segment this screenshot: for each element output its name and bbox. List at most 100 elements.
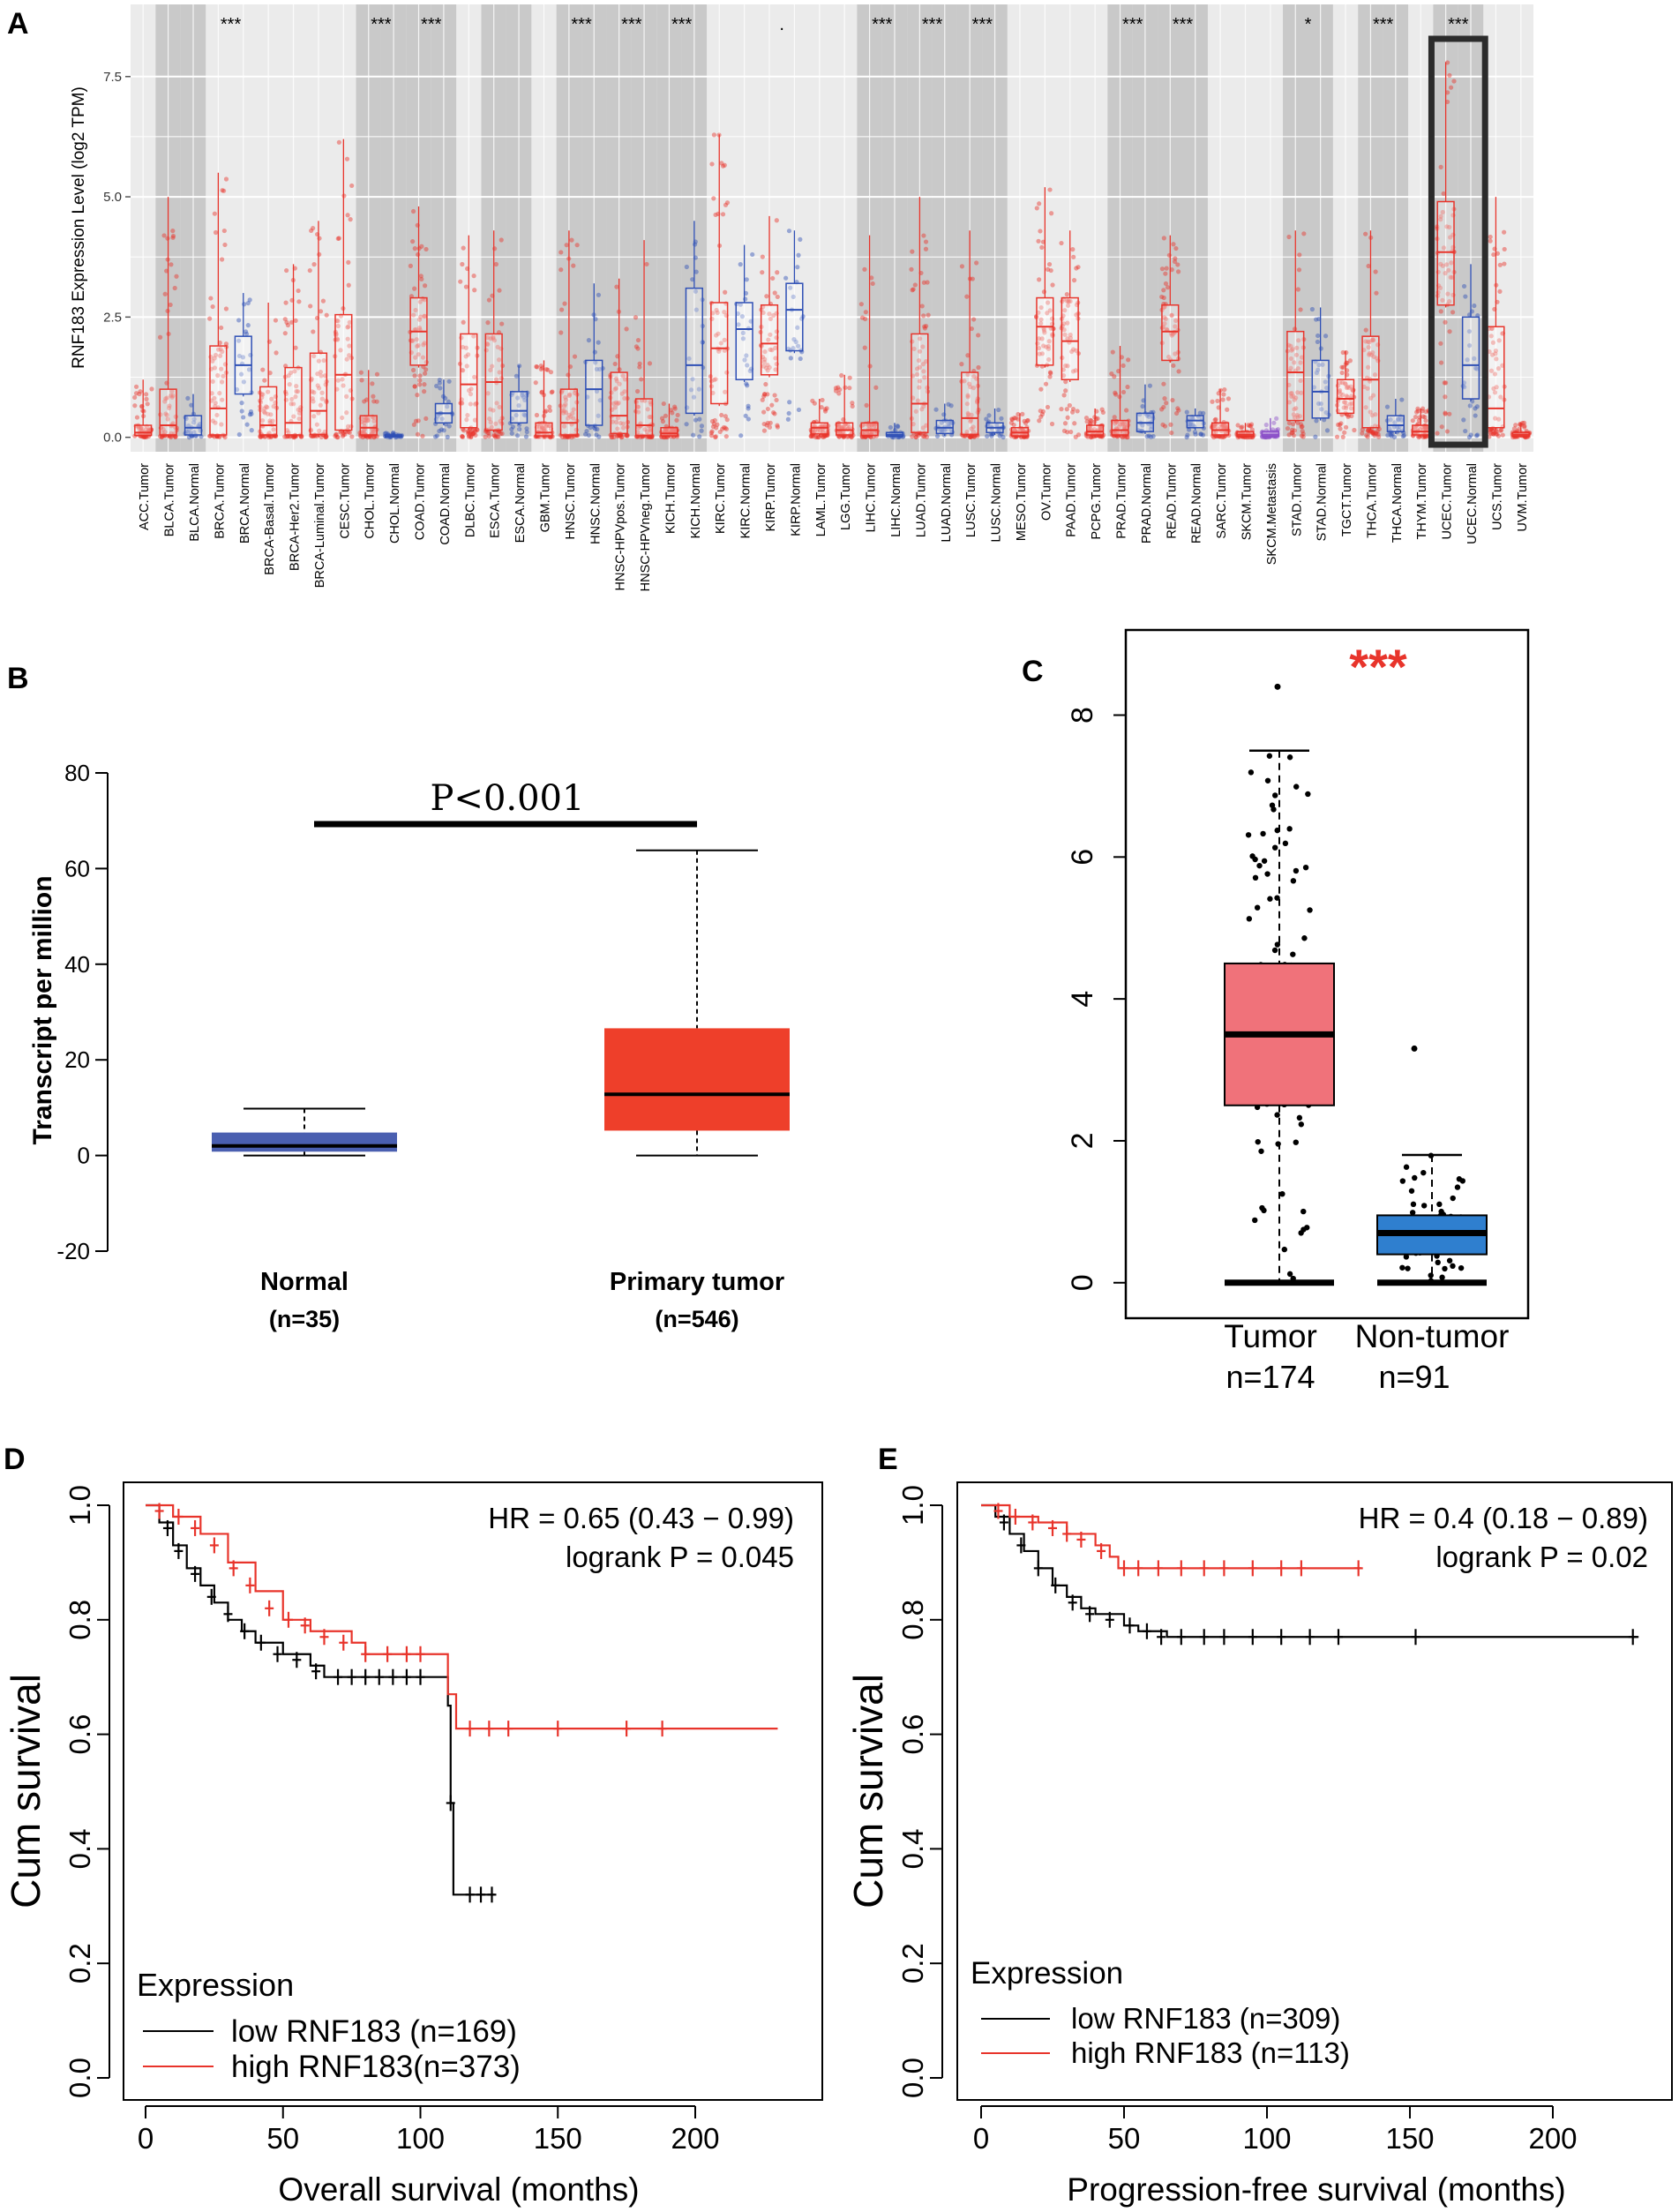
data-point [594, 366, 600, 372]
data-point [663, 413, 668, 418]
data-point [965, 410, 971, 416]
box [1311, 359, 1330, 419]
data-point [419, 244, 424, 249]
panel-label-a: A [7, 7, 29, 41]
data-point [1311, 385, 1317, 390]
significance-label: *** [1173, 15, 1194, 34]
data-point [1301, 231, 1307, 236]
data-point [1038, 304, 1044, 311]
y-tick-label: 40 [64, 951, 90, 978]
data-point [624, 433, 629, 439]
data-point [965, 393, 971, 398]
data-point [774, 397, 779, 403]
data-point [419, 276, 424, 282]
data-point [582, 431, 588, 437]
data-point [416, 251, 421, 258]
data-point [1061, 321, 1067, 326]
data-point [710, 424, 716, 430]
data-point [345, 325, 350, 330]
x-tick-label: BLCA.Normal [188, 463, 202, 542]
data-point [422, 313, 427, 319]
data-point [1210, 399, 1215, 404]
data-point [438, 427, 445, 432]
data-point [940, 428, 945, 433]
data-point [219, 366, 224, 371]
data-point [1423, 418, 1428, 424]
data-point [491, 334, 496, 340]
data-point [711, 196, 716, 201]
data-point [1319, 407, 1324, 412]
box [1412, 424, 1430, 436]
data-point [170, 235, 176, 240]
data-point [259, 417, 266, 424]
data-point [1408, 1188, 1415, 1194]
data-point [1009, 416, 1015, 422]
data-point [323, 434, 328, 439]
data-point [1323, 334, 1329, 339]
box [184, 415, 203, 436]
data-point [744, 353, 749, 358]
data-point [1013, 416, 1018, 421]
data-point [970, 276, 975, 281]
data-point [761, 409, 767, 415]
data-point [212, 434, 217, 439]
data-point [713, 212, 718, 218]
data-point [1116, 424, 1122, 430]
x-group-label: Tumor [1224, 1318, 1317, 1354]
data-point [768, 332, 773, 337]
data-point [1240, 424, 1245, 430]
data-point [446, 379, 452, 384]
data-point [1039, 351, 1045, 356]
data-point [164, 395, 169, 401]
data-point [463, 284, 469, 289]
data-point [813, 434, 819, 440]
data-point [593, 426, 598, 432]
data-point [1360, 431, 1365, 436]
data-point [668, 429, 673, 434]
data-point [1165, 285, 1171, 290]
data-point [1349, 401, 1354, 406]
data-point [1258, 1148, 1264, 1154]
data-point [319, 390, 325, 395]
data-point [1450, 310, 1456, 315]
data-point [265, 405, 270, 410]
data-point [1438, 341, 1443, 346]
data-point [311, 414, 317, 419]
data-point [859, 315, 866, 320]
data-point [563, 409, 569, 416]
data-point [289, 370, 294, 376]
data-point [417, 378, 423, 383]
data-point [1339, 380, 1345, 386]
data-point [763, 381, 768, 387]
data-point [1291, 432, 1297, 438]
data-point [1403, 1164, 1410, 1170]
data-point [1247, 424, 1253, 429]
data-point [1086, 426, 1091, 431]
data-point [916, 357, 922, 364]
data-point [1122, 422, 1128, 427]
data-point [346, 324, 351, 329]
x-group-count: (n=546) [655, 1306, 738, 1332]
data-point [266, 431, 272, 436]
data-point [1399, 397, 1405, 402]
data-point [911, 422, 916, 427]
data-point [1293, 784, 1300, 790]
data-point [516, 403, 521, 409]
y-tick-label: 7.5 [103, 70, 122, 85]
panel-e-legend-low: low RNF183 (n=309) [1071, 2002, 1340, 2035]
data-point [768, 347, 773, 352]
data-point [1063, 363, 1068, 369]
data-point [368, 434, 373, 440]
data-point [917, 364, 923, 370]
data-point [1346, 413, 1352, 418]
data-point [1315, 367, 1321, 372]
data-point [1039, 411, 1046, 417]
data-point [473, 432, 478, 438]
data-point [364, 397, 370, 402]
panel-d-frame [123, 1481, 823, 2101]
data-point [1338, 380, 1343, 386]
data-point [1463, 428, 1468, 434]
data-point [1334, 434, 1340, 439]
panel-b-boxes [212, 849, 790, 1157]
